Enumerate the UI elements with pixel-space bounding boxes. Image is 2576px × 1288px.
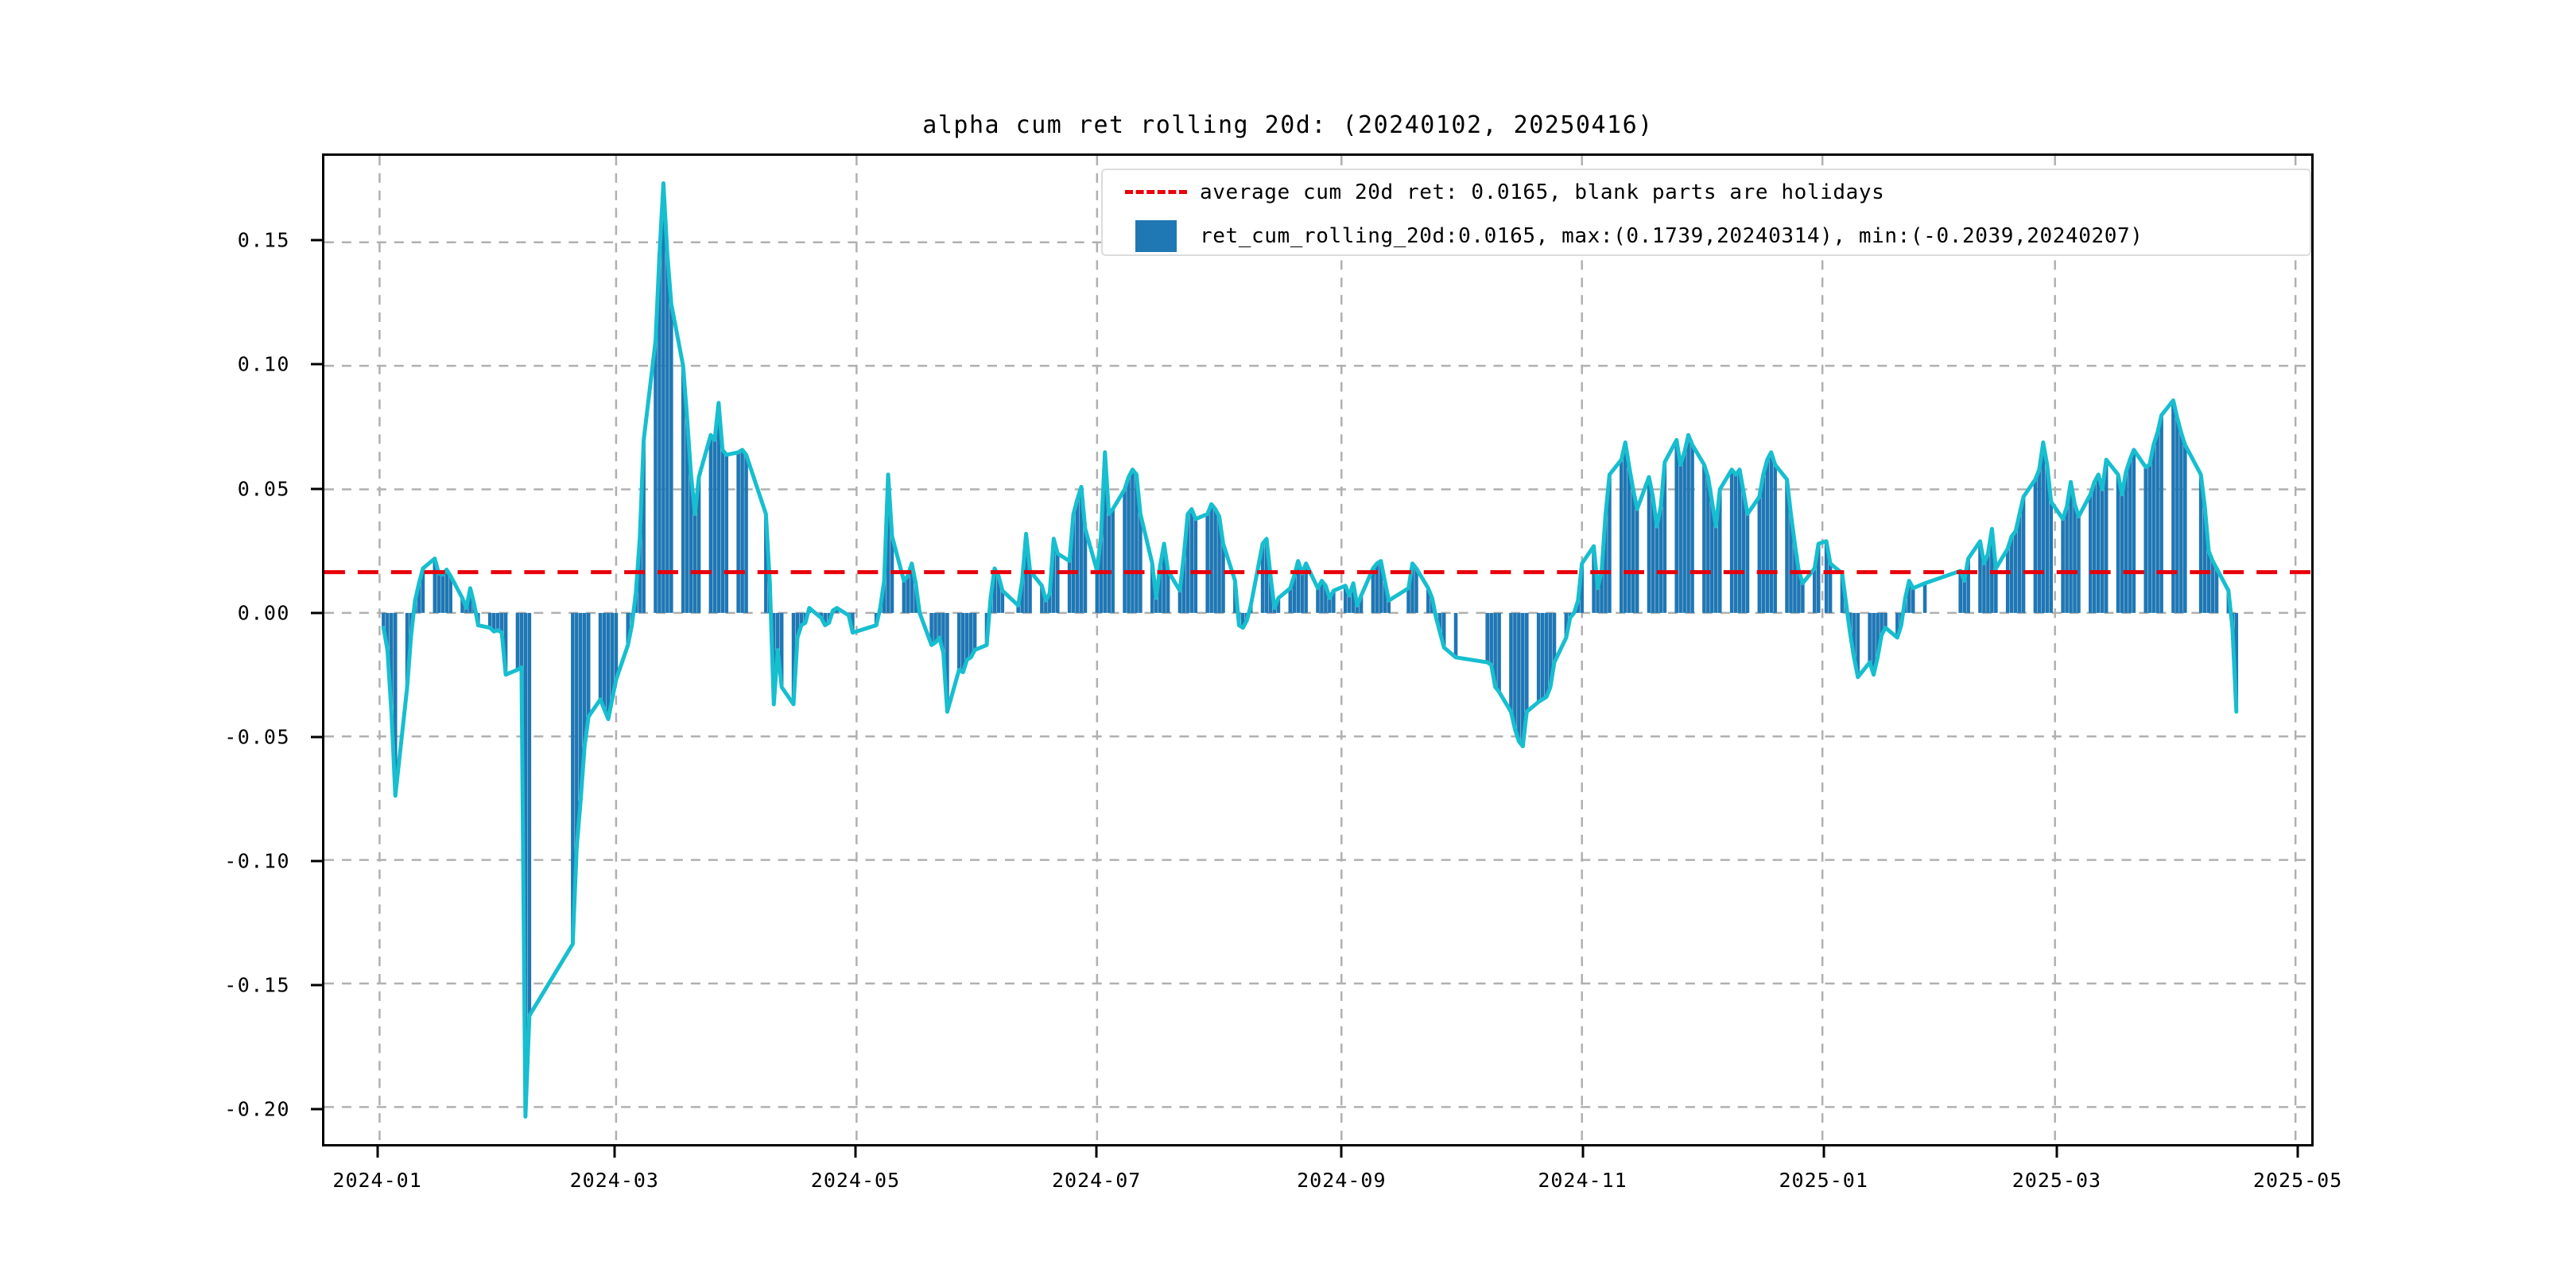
plot-svg [324, 156, 2311, 1144]
y-axis-tick-label: 0.00 [237, 601, 290, 625]
x-axis-tick-label: 2024-03 [569, 1169, 659, 1192]
x-axis-tick-label: 2024-09 [1297, 1169, 1387, 1192]
y-axis-tick-mark [311, 363, 322, 366]
legend-row-series: ret_cum_rolling_20d:0.0165, max:(0.1739,… [1103, 214, 2310, 258]
x-axis-tick-mark [1822, 1146, 1825, 1158]
x-axis-tick-mark [854, 1146, 857, 1158]
x-axis-tick-mark [613, 1146, 616, 1158]
x-axis-tick-mark [2055, 1146, 2058, 1158]
y-axis-tick-label: -0.15 [224, 973, 290, 997]
chart-title: alpha cum ret rolling 20d: (20240102, 20… [922, 111, 1654, 139]
y-axis-tick-label: -0.20 [224, 1097, 290, 1121]
x-axis-tick-label: 2025-05 [2252, 1169, 2343, 1192]
x-axis-tick-mark [1340, 1146, 1343, 1158]
chart-legend: average cum 20d ret: 0.0165, blank parts… [1101, 169, 2311, 256]
x-axis-tick-mark [1581, 1146, 1584, 1158]
y-axis-tick-label: 0.10 [237, 352, 290, 376]
x-axis-tick-label: 2025-01 [1779, 1169, 1868, 1192]
x-axis-tick-label: 2024-11 [1538, 1169, 1627, 1192]
bar-series [382, 183, 2239, 1117]
y-axis-tick-mark [311, 983, 322, 987]
plot-axes [322, 153, 2314, 1146]
legend-label-series: ret_cum_rolling_20d:0.0165, max:(0.1739,… [1200, 223, 2143, 248]
x-axis-tick-label: 2024-05 [810, 1169, 901, 1192]
bar-swatch-icon [1123, 219, 1189, 252]
x-axis-tick-mark [376, 1146, 379, 1158]
x-axis-tick-label: 2024-07 [1051, 1169, 1142, 1192]
y-axis-tick-mark [311, 239, 322, 242]
y-axis-tick-label: -0.10 [224, 849, 290, 873]
y-axis-tick-mark [311, 735, 322, 739]
x-axis-tick-label: 2024-01 [332, 1169, 422, 1192]
y-axis-tick-mark [311, 611, 322, 615]
y-axis-tick-label: 0.05 [237, 477, 290, 501]
x-axis-tick-mark [1095, 1146, 1098, 1158]
y-axis-tick-mark [311, 859, 322, 863]
grid-lines [324, 156, 2311, 1144]
y-axis-tick-label: -0.05 [224, 725, 290, 749]
x-axis-tick-mark [2296, 1146, 2299, 1158]
dashed-line-icon [1123, 177, 1189, 208]
y-axis-tick-mark [311, 1108, 322, 1111]
legend-label-average: average cum 20d ret: 0.0165, blank parts… [1200, 180, 1885, 204]
y-axis-tick-mark [311, 487, 322, 491]
legend-row-average: average cum 20d ret: 0.0165, blank parts… [1103, 170, 2310, 214]
line-series [381, 181, 2239, 1119]
x-axis-tick-label: 2025-03 [2012, 1169, 2102, 1192]
y-axis-tick-label: 0.15 [237, 228, 290, 252]
